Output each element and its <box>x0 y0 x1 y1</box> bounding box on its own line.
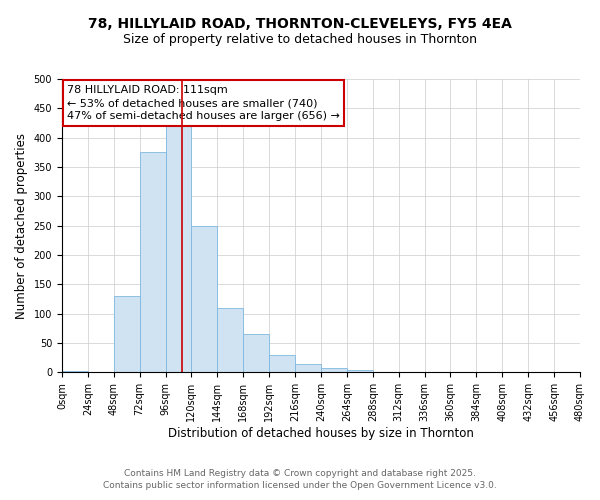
Bar <box>166 126 191 372</box>
Bar <box>269 355 295 372</box>
Bar <box>140 152 166 372</box>
Bar <box>347 370 373 372</box>
Text: Size of property relative to detached houses in Thornton: Size of property relative to detached ho… <box>123 32 477 46</box>
Bar <box>62 370 88 372</box>
Bar <box>295 364 321 372</box>
Bar <box>114 296 140 372</box>
Text: 78, HILLYLAID ROAD, THORNTON-CLEVELEYS, FY5 4EA: 78, HILLYLAID ROAD, THORNTON-CLEVELEYS, … <box>88 18 512 32</box>
Bar <box>217 308 243 372</box>
Text: Contains public sector information licensed under the Open Government Licence v3: Contains public sector information licen… <box>103 481 497 490</box>
Bar <box>321 368 347 372</box>
Text: 78 HILLYLAID ROAD: 111sqm
← 53% of detached houses are smaller (740)
47% of semi: 78 HILLYLAID ROAD: 111sqm ← 53% of detac… <box>67 85 340 122</box>
Bar <box>191 226 217 372</box>
Y-axis label: Number of detached properties: Number of detached properties <box>15 132 28 318</box>
Text: Contains HM Land Registry data © Crown copyright and database right 2025.: Contains HM Land Registry data © Crown c… <box>124 468 476 477</box>
Bar <box>243 334 269 372</box>
X-axis label: Distribution of detached houses by size in Thornton: Distribution of detached houses by size … <box>168 427 474 440</box>
